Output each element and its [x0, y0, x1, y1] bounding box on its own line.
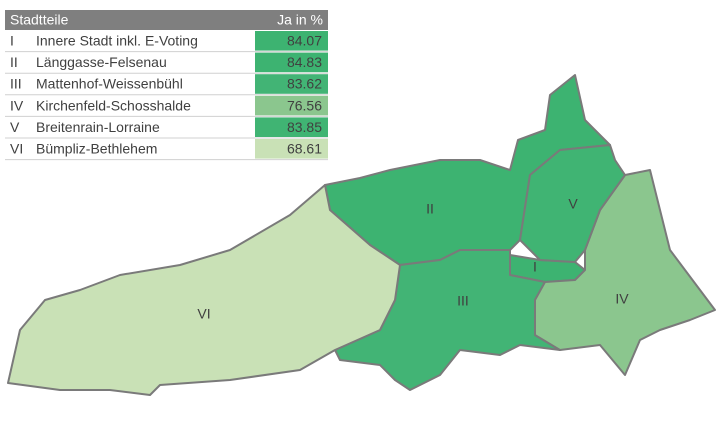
row-value: 83.85: [287, 119, 322, 135]
region-label: II: [426, 201, 434, 217]
row-value: 76.56: [287, 97, 322, 113]
row-name: Innere Stadt inkl. E-Voting: [36, 33, 198, 49]
row-value: 84.83: [287, 54, 322, 70]
value-cell: [255, 52, 328, 73]
table-header: Stadtteile: [10, 12, 69, 28]
value-cell: [255, 74, 328, 94]
row-name: Länggasse-Felsenau: [36, 54, 167, 70]
row-name: Bümpliz-Bethlehem: [36, 141, 157, 157]
row-id: VI: [10, 141, 23, 157]
row-value: 68.61: [287, 141, 322, 157]
table-header-bg: [5, 10, 328, 30]
row-value: 83.62: [287, 76, 322, 92]
row-id: III: [10, 76, 22, 92]
region-label: VI: [197, 306, 210, 322]
row-id: II: [10, 54, 18, 70]
table-header: Ja in %: [277, 12, 323, 28]
region-label: V: [568, 196, 578, 212]
map-region: [519, 144, 626, 263]
row-value: 84.07: [287, 33, 322, 49]
region-label: III: [457, 293, 469, 309]
map-region: [7, 184, 401, 396]
value-cell: [255, 117, 328, 137]
row-name: Kirchenfeld-Schosshalde: [36, 97, 191, 113]
row-id: I: [10, 33, 14, 49]
value-cell: [255, 139, 328, 159]
row-id: V: [10, 119, 20, 135]
value-cell: [255, 95, 328, 116]
row-name: Breitenrain-Lorraine: [36, 119, 160, 135]
region-label: IV: [615, 291, 629, 307]
row-name: Mattenhof-Weissenbühl: [36, 76, 183, 92]
value-cell: [255, 31, 328, 51]
row-id: IV: [10, 97, 24, 113]
region-label: I: [533, 259, 537, 275]
map-region: [334, 249, 561, 391]
